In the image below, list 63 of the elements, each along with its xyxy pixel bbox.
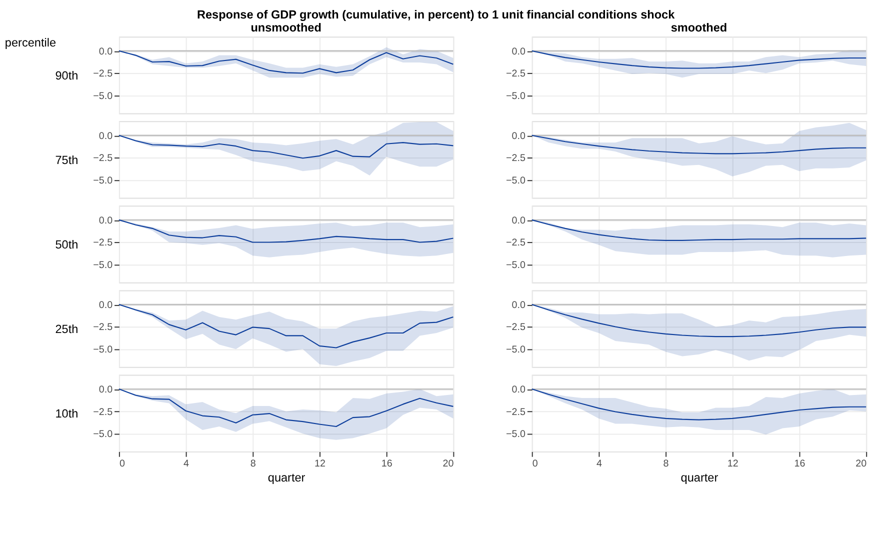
- line-series: [118, 134, 454, 159]
- chart-subtitle: unsmoothed: [250, 22, 322, 35]
- y-tick-label: −5.0: [506, 90, 526, 102]
- y-tick-label: −5.0: [93, 429, 114, 440]
- y-tick-label: −5.0: [506, 175, 526, 186]
- x-tick-label: 8: [663, 458, 670, 470]
- x-tick-label: 16: [794, 458, 806, 470]
- y-tick-label: 0.0: [512, 300, 526, 311]
- y-tick-label: −5.0: [506, 429, 526, 440]
- y-tick-label: −2.5: [506, 406, 526, 418]
- line-series: [531, 388, 867, 420]
- x-tick-label: 4: [596, 458, 602, 470]
- y-tick-label: −2.5: [506, 68, 526, 80]
- x-tick-label: 20: [442, 458, 454, 470]
- y-tick-label: 0.0: [512, 215, 526, 226]
- line-series: [531, 219, 867, 241]
- line-series: [531, 50, 867, 69]
- x-tick-label: 16: [381, 458, 393, 470]
- y-axis-title: 10th: [55, 408, 78, 421]
- text: percentile: [4, 36, 56, 50]
- y-tick-label: −2.5: [93, 68, 114, 80]
- y-tick-label: 0.0: [98, 46, 114, 58]
- x-tick-label: 8: [250, 458, 256, 470]
- y-tick-label: −2.5: [93, 406, 114, 418]
- y-axis-title: 25th: [55, 322, 78, 336]
- chart-title: Response of GDP growth (cumulative, in percent) to 1 unit financial conditions shock: [196, 8, 676, 22]
- y-axis-title: 50th: [55, 238, 78, 252]
- y-tick-label: −2.5: [506, 238, 526, 249]
- y-tick-label: 0.0: [512, 130, 526, 142]
- line-series: [531, 304, 867, 338]
- y-tick-label: −5.0: [93, 344, 114, 356]
- line-series: [118, 388, 454, 428]
- y-axis-title: 75th: [55, 154, 78, 167]
- y-tick-label: 0.0: [98, 300, 114, 311]
- x-tick-label: 20: [856, 458, 868, 470]
- x-axis-title: quarter: [680, 471, 718, 484]
- x-tick-label: 0: [532, 458, 538, 470]
- y-tick-label: −5.0: [93, 175, 114, 186]
- y-tick-label: −5.0: [506, 260, 526, 271]
- y-tick-label: −2.5: [506, 322, 526, 334]
- y-tick-label: −2.5: [93, 238, 114, 249]
- x-axis-title: quarter: [268, 471, 306, 484]
- y-tick-label: −5.0: [93, 260, 114, 271]
- chart-subtitle: smoothed: [670, 22, 728, 35]
- line-series: [118, 304, 454, 348]
- y-tick-label: 0.0: [98, 215, 114, 226]
- y-tick-label: −2.5: [93, 153, 114, 164]
- y-tick-label: −5.0: [506, 344, 526, 356]
- y-tick-label: 0.0: [98, 130, 114, 142]
- x-tick-label: 12: [314, 458, 326, 470]
- y-tick-label: 0.0: [512, 384, 526, 396]
- line-series: [118, 219, 454, 243]
- y-tick-label: 0.0: [98, 384, 114, 396]
- line-series: [531, 134, 867, 154]
- y-tick-label: −2.5: [506, 153, 526, 164]
- y-tick-label: −2.5: [93, 322, 114, 334]
- y-tick-label: −5.0: [93, 90, 114, 102]
- x-tick-label: 0: [119, 458, 126, 470]
- x-tick-label: 4: [184, 458, 190, 470]
- line-series: [118, 50, 454, 74]
- x-tick-label: 12: [727, 458, 738, 470]
- y-tick-label: 0.0: [512, 46, 526, 58]
- y-axis-title: 90th: [55, 69, 78, 82]
